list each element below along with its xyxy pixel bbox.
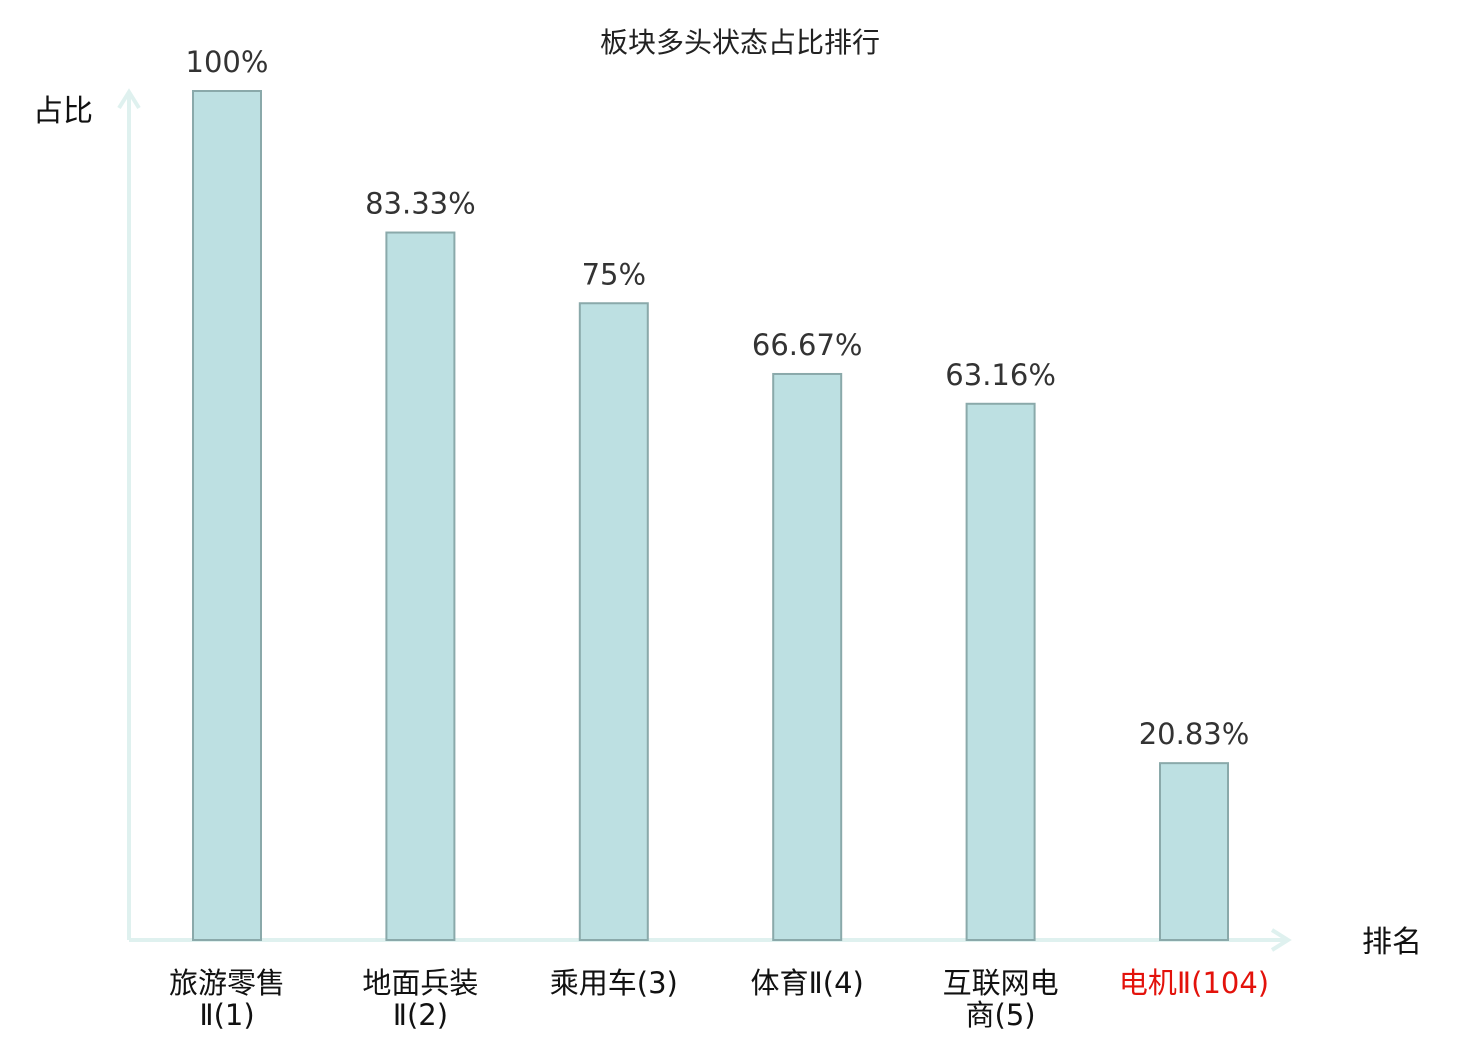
y-axis-arrow [117, 88, 141, 110]
bar [965, 402, 1036, 941]
x-axis-label: 排名 [1362, 925, 1422, 960]
category-tick-label: 体育Ⅱ(4) [751, 966, 864, 1000]
x-axis-arrow [1270, 928, 1292, 952]
bar [192, 90, 262, 941]
category-tick-label: 电机Ⅱ(104) [1119, 966, 1269, 1000]
category-tick-label: 商(5) [966, 998, 1036, 1032]
bar [578, 302, 649, 941]
chart-title: 板块多头状态占比排行 [600, 26, 880, 59]
bar [1159, 762, 1229, 942]
value-label: 66.67% [752, 328, 863, 362]
value-label: 63.16% [945, 358, 1056, 392]
category-tick-label: Ⅱ(1) [199, 998, 254, 1032]
category-tick-label: 地面兵装 [362, 966, 478, 1000]
value-label: 20.83% [1139, 717, 1250, 751]
category-tick-label: 旅游零售 [169, 966, 285, 1000]
category-tick-label: Ⅱ(2) [393, 998, 448, 1032]
category-tick-label: 乘用车(3) [550, 966, 678, 1000]
value-label: 75% [582, 257, 646, 291]
value-label: 100% [186, 45, 269, 79]
y-axis-label: 占比 [33, 94, 93, 129]
bar [772, 372, 843, 942]
bar [385, 231, 456, 941]
category-tick-label: 互联网电 [943, 966, 1059, 1000]
value-label: 83.33% [365, 187, 476, 221]
